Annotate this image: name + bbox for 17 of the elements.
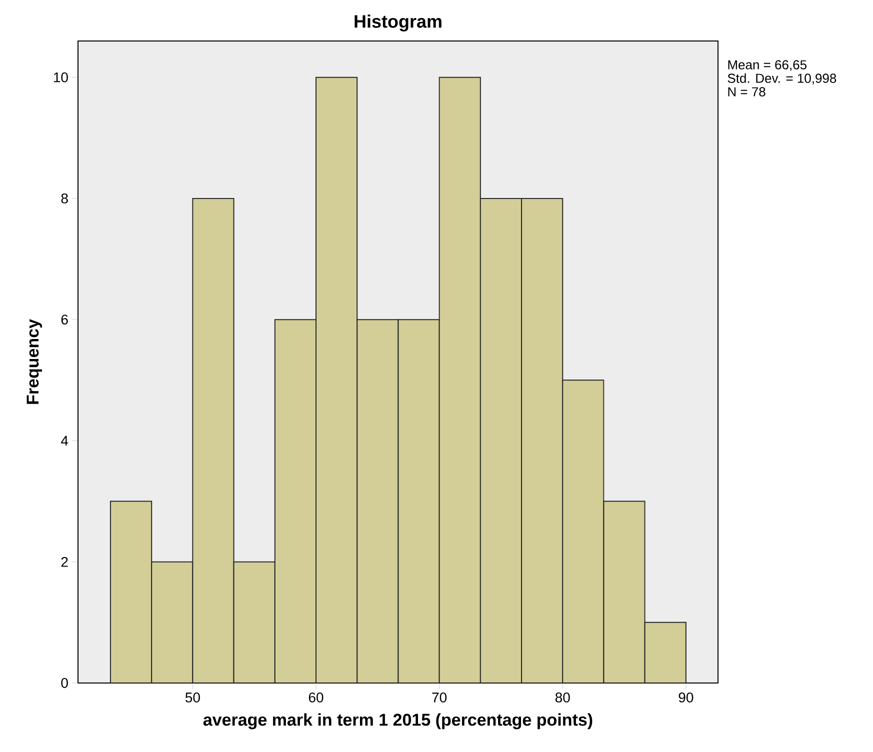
x-tick-label: 60	[308, 692, 324, 702]
y-tick-label: 10	[54, 72, 68, 82]
y-tick-label: 4	[61, 436, 68, 446]
text: Std. Dev. = 10,998	[728, 73, 836, 84]
y-axis-title: Frequency	[26, 319, 42, 404]
x-tick-label: 70	[432, 692, 447, 702]
x-tick-label: 90	[678, 692, 694, 702]
text: Mean = 66,65	[728, 60, 806, 71]
chart-title: Histogram	[354, 14, 442, 32]
x-tick-label: 80	[555, 692, 570, 702]
y-tick-label: 8	[61, 193, 68, 204]
y-tick-label: 6	[61, 314, 68, 325]
y-tick-label: 0	[61, 678, 68, 688]
x-tick-label: 50	[185, 692, 200, 702]
x-axis-title: average mark in term 1 2015 (percentage points)	[203, 713, 592, 730]
text: N = 78	[728, 87, 766, 96]
y-tick-label: 2	[61, 556, 68, 567]
